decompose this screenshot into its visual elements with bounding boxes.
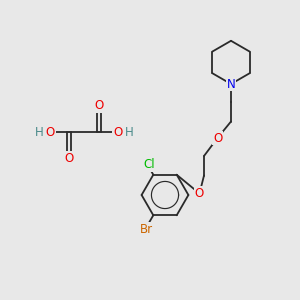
Text: O: O — [195, 187, 204, 200]
Text: O: O — [94, 99, 103, 112]
Text: Cl: Cl — [144, 158, 155, 171]
Text: N: N — [226, 77, 236, 91]
Text: O: O — [113, 125, 122, 139]
Text: O: O — [213, 131, 222, 145]
Text: H: H — [34, 125, 43, 139]
Text: O: O — [64, 152, 74, 165]
Text: H: H — [124, 125, 134, 139]
Text: O: O — [46, 125, 55, 139]
Text: Br: Br — [140, 223, 153, 236]
